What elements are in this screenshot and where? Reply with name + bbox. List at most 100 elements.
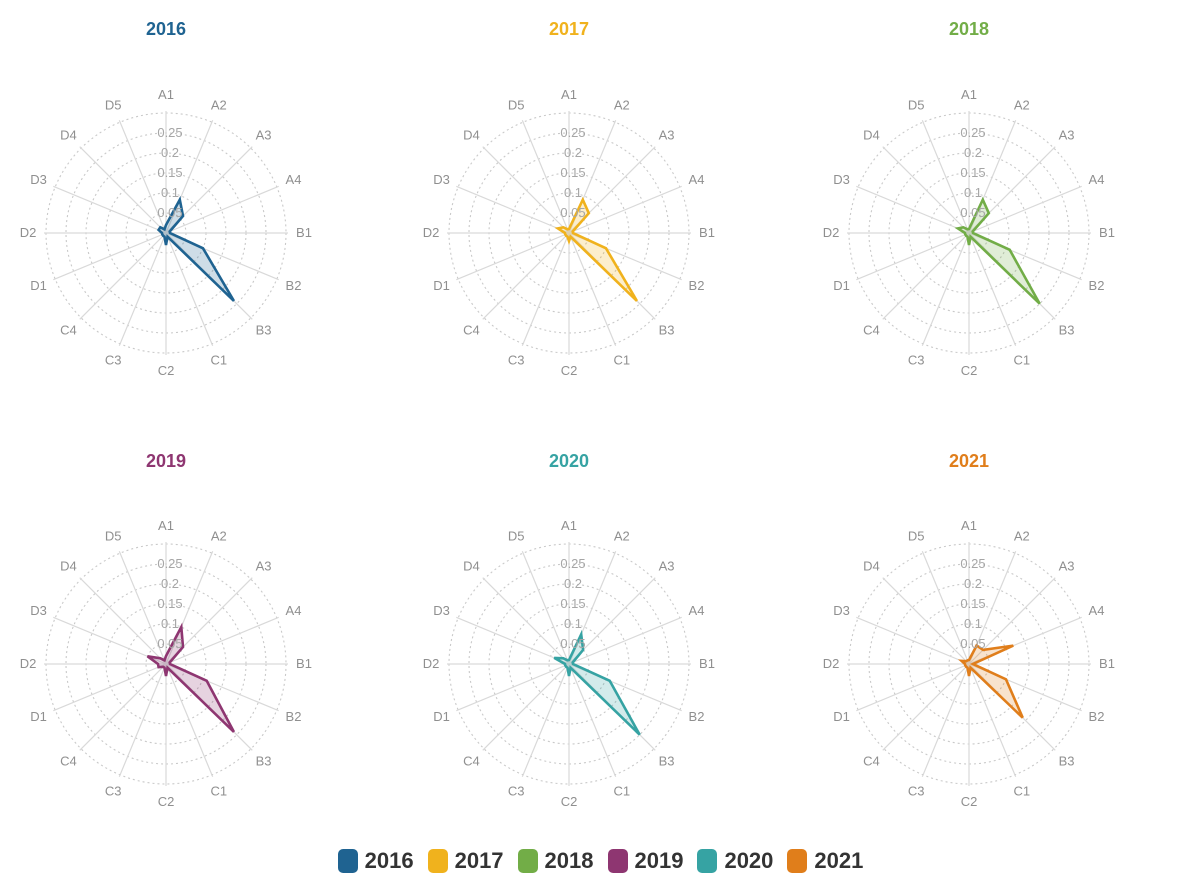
axis-label-A2: A2 bbox=[614, 529, 630, 544]
legend-item-2017[interactable]: 2017 bbox=[428, 848, 504, 874]
axis-label-D1: D1 bbox=[433, 709, 450, 724]
chart-title: 2018 bbox=[949, 19, 989, 39]
axis-label-A4: A4 bbox=[1089, 603, 1105, 618]
axis-label-D2: D2 bbox=[20, 225, 37, 240]
legend-item-2020[interactable]: 2020 bbox=[697, 848, 773, 874]
axis-label-D5: D5 bbox=[508, 529, 525, 544]
axis-label-B3: B3 bbox=[256, 323, 272, 338]
legend-swatch-2016 bbox=[338, 849, 358, 873]
axis-label-B1: B1 bbox=[1099, 656, 1115, 671]
radar-chart-2016: 20160.050.10.150.20.25A1A2A3A4B1B2B3C1C2… bbox=[20, 19, 312, 378]
axis-label-C1: C1 bbox=[210, 353, 227, 368]
axis-label-A3: A3 bbox=[256, 558, 272, 573]
axis-label-C3: C3 bbox=[508, 784, 525, 799]
radial-tick-label: 0.2 bbox=[564, 576, 582, 591]
axis-label-B3: B3 bbox=[256, 754, 272, 769]
axis-label-C1: C1 bbox=[210, 784, 227, 799]
radar-chart-2019: 2019 0.05 0.1 0.15 0.2 0.25 A1 A2 A3 A4 B1 B2 B3 C1 C2… bbox=[20, 451, 312, 809]
axis-label-A3: A3 bbox=[659, 127, 675, 142]
axis-label-C2: C2 bbox=[561, 794, 578, 809]
axis-spoke bbox=[483, 578, 569, 664]
radial-tick-label: 0.1 bbox=[161, 616, 179, 631]
axis-label-A2: A2 bbox=[211, 529, 227, 544]
axis-label-B3: B3 bbox=[1059, 323, 1075, 338]
series-polygon-2021 bbox=[962, 646, 1023, 718]
radar-chart-2017: 2017 0.05 0.1 0.15 0.2 0.25 A1 A2 A3 A4 B1 B2 B3 C1 C2… bbox=[423, 19, 715, 378]
radial-tick-label: 0.1 bbox=[964, 616, 982, 631]
legend-swatch-2018 bbox=[518, 849, 538, 873]
axis-label-C2: C2 bbox=[561, 363, 578, 378]
legend-swatch-2021 bbox=[787, 849, 807, 873]
radial-tick-label: 0.25 bbox=[960, 125, 985, 140]
axis-label-C2: C2 bbox=[961, 794, 978, 809]
axis-label-D3: D3 bbox=[833, 172, 850, 187]
radial-tick-label: 0.25 bbox=[560, 556, 585, 571]
axis-label-D2: D2 bbox=[423, 225, 440, 240]
axis-label-D2: D2 bbox=[20, 656, 37, 671]
axis-spoke bbox=[80, 664, 166, 750]
axis-label-A2: A2 bbox=[614, 98, 630, 113]
legend-label-2019: 2019 bbox=[635, 848, 684, 874]
axis-label-A1: A1 bbox=[158, 518, 174, 533]
axis-label-D1: D1 bbox=[833, 278, 850, 293]
axis-label-B1: B1 bbox=[1099, 225, 1115, 240]
legend-item-2019[interactable]: 2019 bbox=[608, 848, 684, 874]
radial-tick-label: 0.15 bbox=[960, 596, 985, 611]
axis-label-D2: D2 bbox=[823, 225, 840, 240]
axis-label-B2: B2 bbox=[286, 278, 302, 293]
axis-label-A4: A4 bbox=[689, 172, 705, 187]
axis-label-C3: C3 bbox=[908, 784, 925, 799]
axis-label-A1: A1 bbox=[561, 87, 577, 102]
axis-spoke bbox=[80, 147, 166, 233]
axis-spoke bbox=[80, 578, 166, 664]
radial-tick-label: 0.2 bbox=[964, 145, 982, 160]
axis-label-D5: D5 bbox=[105, 98, 122, 113]
legend-label-2016: 2016 bbox=[365, 848, 414, 874]
chart-title: 2020 bbox=[549, 451, 589, 471]
radial-tick-label: 0.2 bbox=[161, 145, 179, 160]
axis-label-B2: B2 bbox=[689, 709, 705, 724]
chart-title: 2017 bbox=[549, 19, 589, 39]
axis-label-A3: A3 bbox=[1059, 558, 1075, 573]
radar-chart-2018: 20180.050.10.150.20.25A1A2A3A4B1B2B3C1C2… bbox=[823, 19, 1115, 378]
legend-item-2018[interactable]: 2018 bbox=[518, 848, 594, 874]
axis-label-A2: A2 bbox=[211, 98, 227, 113]
legend-item-2016[interactable]: 2016 bbox=[338, 848, 414, 874]
axis-spoke bbox=[883, 664, 969, 750]
radial-tick-label: 0.05 bbox=[960, 636, 985, 651]
axis-label-C3: C3 bbox=[908, 353, 925, 368]
axis-label-B3: B3 bbox=[659, 323, 675, 338]
axis-label-D4: D4 bbox=[60, 558, 77, 573]
radial-tick-label: 0.25 bbox=[560, 125, 585, 140]
axis-label-A4: A4 bbox=[286, 603, 302, 618]
radial-tick-label: 0.15 bbox=[157, 596, 182, 611]
axis-label-D4: D4 bbox=[863, 558, 880, 573]
axis-label-D3: D3 bbox=[833, 603, 850, 618]
axis-label-D4: D4 bbox=[60, 127, 77, 142]
axis-label-A2: A2 bbox=[1014, 98, 1030, 113]
axis-label-C2: C2 bbox=[961, 363, 978, 378]
axis-label-D4: D4 bbox=[463, 127, 480, 142]
axis-label-C1: C1 bbox=[1013, 784, 1030, 799]
chart-title: 2021 bbox=[949, 451, 989, 471]
radial-tick-label: 0.1 bbox=[564, 185, 582, 200]
axis-label-C4: C4 bbox=[863, 323, 880, 338]
axis-label-C2: C2 bbox=[158, 363, 175, 378]
axis-label-C4: C4 bbox=[60, 323, 77, 338]
legend-item-2021[interactable]: 2021 bbox=[787, 848, 863, 874]
axis-label-A2: A2 bbox=[1014, 529, 1030, 544]
axis-label-D5: D5 bbox=[105, 529, 122, 544]
radial-tick-label: 0.25 bbox=[157, 556, 182, 571]
axis-label-B2: B2 bbox=[1089, 709, 1105, 724]
axis-label-C1: C1 bbox=[613, 353, 630, 368]
radial-tick-label: 0.05 bbox=[560, 205, 585, 220]
axis-label-B1: B1 bbox=[296, 656, 312, 671]
axis-label-C4: C4 bbox=[463, 323, 480, 338]
axis-label-C3: C3 bbox=[105, 784, 122, 799]
axis-label-A1: A1 bbox=[961, 518, 977, 533]
axis-label-C4: C4 bbox=[863, 754, 880, 769]
axis-spoke bbox=[80, 233, 166, 319]
axis-label-D3: D3 bbox=[433, 172, 450, 187]
axis-label-D5: D5 bbox=[908, 98, 925, 113]
